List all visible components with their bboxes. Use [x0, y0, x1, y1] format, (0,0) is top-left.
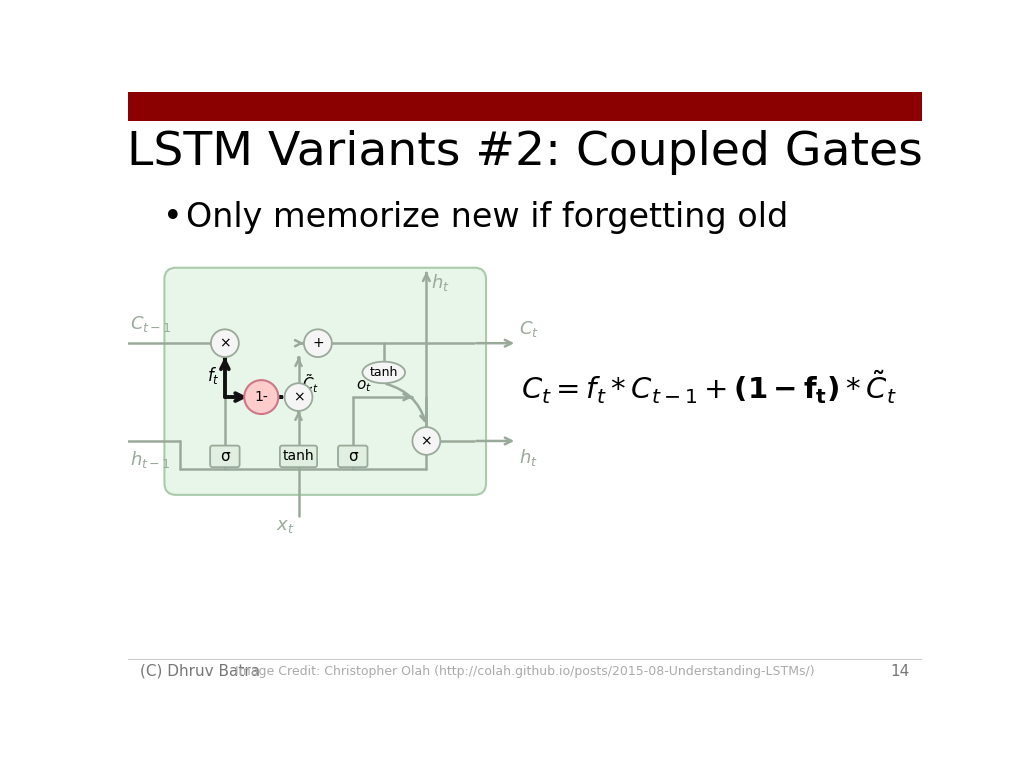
Text: Only memorize new if forgetting old: Only memorize new if forgetting old — [186, 201, 788, 234]
FancyBboxPatch shape — [280, 445, 317, 467]
Text: $C_t = f_t * C_{t-1} + \mathbf{(1-f_t)} * \tilde{C}_t$: $C_t = f_t * C_{t-1} + \mathbf{(1-f_t)} … — [521, 369, 897, 406]
Text: LSTM Variants #2: Coupled Gates: LSTM Variants #2: Coupled Gates — [127, 130, 923, 174]
FancyBboxPatch shape — [165, 268, 486, 495]
Text: (C) Dhruv Batra: (C) Dhruv Batra — [139, 664, 260, 679]
Text: tanh: tanh — [370, 366, 398, 379]
Text: $h_t$: $h_t$ — [519, 447, 539, 468]
Text: •: • — [163, 201, 182, 234]
Text: +: + — [312, 336, 324, 350]
Text: $o_t$: $o_t$ — [356, 379, 372, 394]
Circle shape — [413, 427, 440, 455]
Text: $x_t$: $x_t$ — [276, 517, 295, 535]
Ellipse shape — [362, 362, 406, 383]
Bar — [128, 92, 922, 121]
Text: ×: × — [293, 390, 304, 404]
Text: $C_{t-1}$: $C_{t-1}$ — [130, 314, 171, 334]
Text: σ: σ — [348, 449, 357, 464]
Circle shape — [211, 329, 239, 357]
Text: tanh: tanh — [283, 449, 314, 463]
Text: 1-: 1- — [254, 390, 268, 404]
Text: $\tilde{C}_t$: $\tilde{C}_t$ — [302, 372, 318, 395]
FancyBboxPatch shape — [338, 445, 368, 467]
Text: $f_t$: $f_t$ — [208, 365, 220, 386]
Text: 14: 14 — [890, 664, 909, 679]
Text: $C_t$: $C_t$ — [519, 319, 540, 339]
Text: Image Credit: Christopher Olah (http://colah.github.io/posts/2015-08-Understandi: Image Credit: Christopher Olah (http://c… — [234, 664, 815, 677]
Circle shape — [245, 380, 279, 414]
Text: $h_t$: $h_t$ — [431, 272, 450, 293]
FancyBboxPatch shape — [210, 445, 240, 467]
Circle shape — [304, 329, 332, 357]
Text: σ: σ — [220, 449, 229, 464]
Text: ×: × — [219, 336, 230, 350]
Text: ×: × — [421, 434, 432, 448]
Text: $h_{t-1}$: $h_{t-1}$ — [130, 449, 170, 470]
Circle shape — [285, 383, 312, 411]
